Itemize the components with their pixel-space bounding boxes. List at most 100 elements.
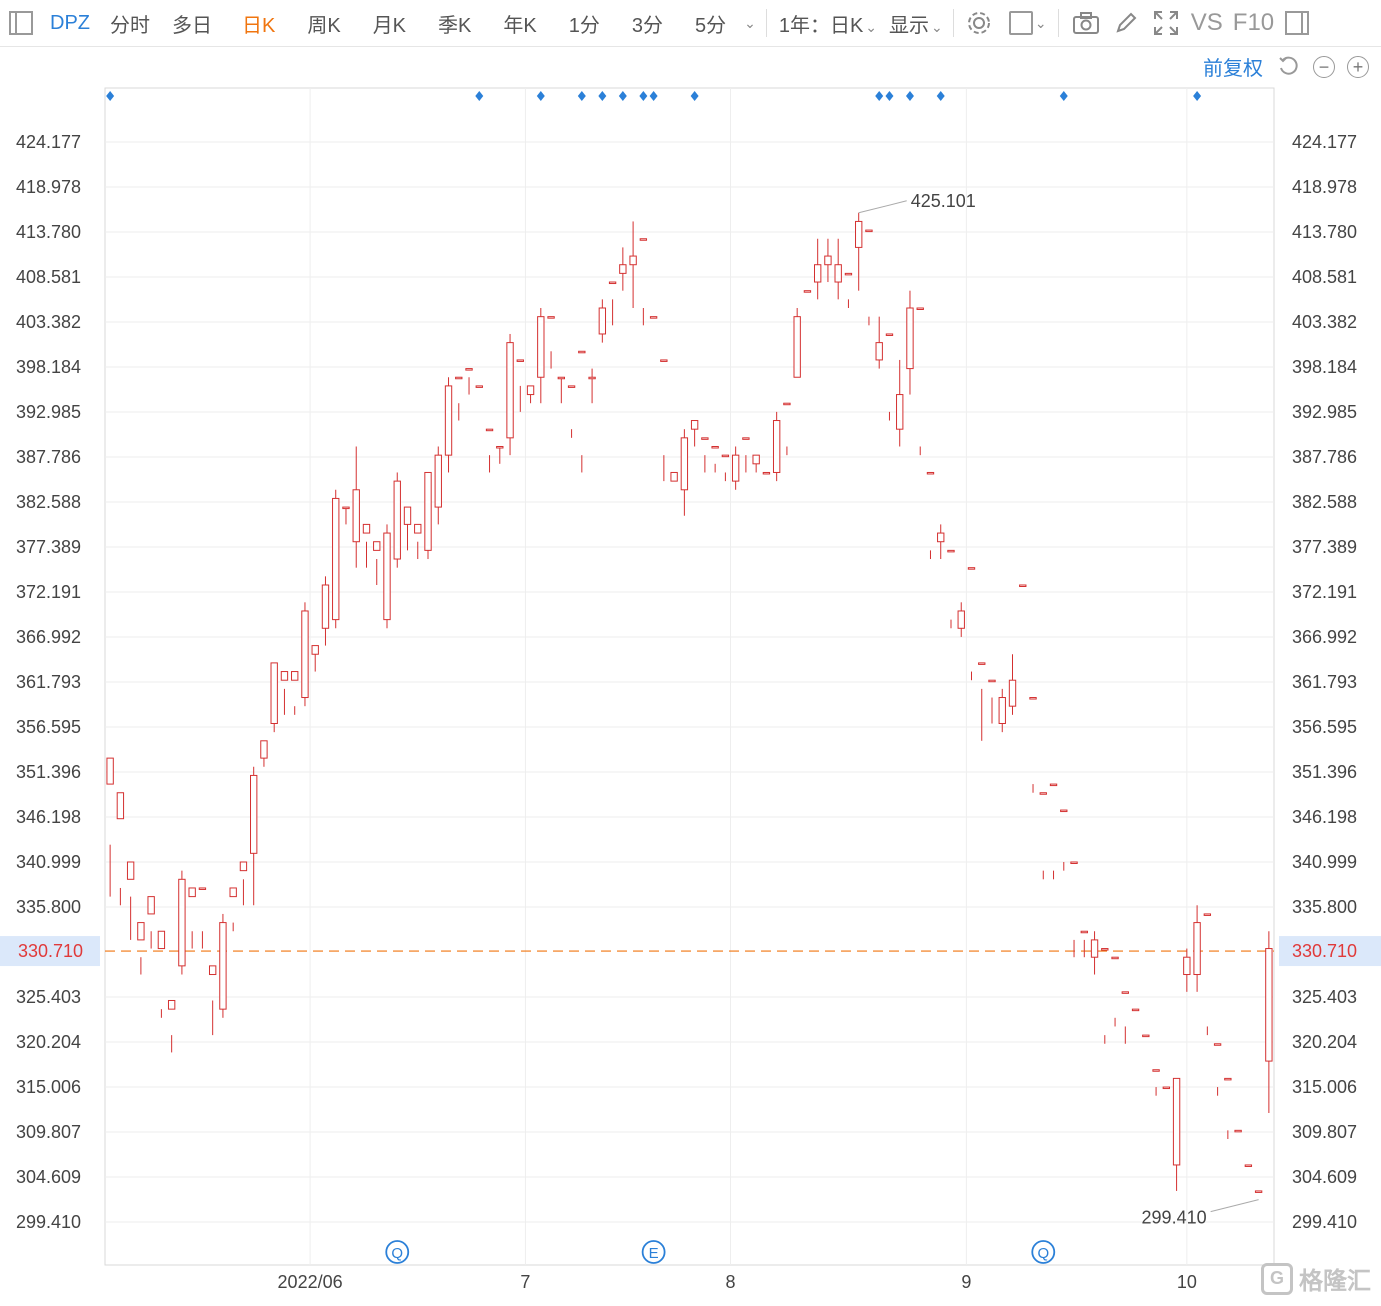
period-tab-monthly[interactable]: 月K — [372, 14, 407, 37]
symbol-label[interactable]: DPZ — [50, 11, 90, 34]
y-tick-label: 346.198 — [1292, 807, 1357, 827]
candle-body — [711, 445, 719, 449]
candle-body — [1152, 1069, 1160, 1072]
period-tab-daily[interactable]: 日K — [242, 14, 276, 37]
candle-up — [342, 506, 350, 525]
min-pointer-line — [1210, 1199, 1259, 1213]
y-tick-label: 372.191 — [1292, 582, 1357, 602]
candle-up — [1152, 1069, 1160, 1096]
period-tab-5min[interactable]: 5分 — [694, 14, 727, 37]
event-marker-e[interactable]: E — [641, 1240, 666, 1264]
candle-body — [137, 922, 145, 941]
event-marker-label: Q — [391, 1245, 403, 1262]
candle-up — [188, 887, 196, 949]
settings-gear-icon[interactable] — [962, 6, 996, 40]
range-select[interactable]: 1年：日K ⌄ — [779, 9, 877, 38]
candle-up — [157, 930, 166, 1018]
period-tab-multiday[interactable]: 多日 — [172, 14, 212, 37]
y-tick-label: 382.588 — [1292, 492, 1357, 512]
candle-body — [383, 532, 391, 621]
dividend-dots — [106, 91, 1202, 101]
candle-body — [649, 316, 658, 319]
candle-body — [311, 645, 319, 655]
zoom-out-icon[interactable]: − — [1313, 55, 1335, 78]
candle-up — [1172, 1077, 1181, 1191]
candle-body — [772, 420, 781, 473]
candle-up — [629, 221, 637, 308]
candle-up — [1131, 1008, 1140, 1012]
candle-up — [434, 446, 442, 525]
y-tick-label: 325.403 — [16, 987, 81, 1007]
candle-up — [608, 281, 617, 326]
zoom-in-icon[interactable]: + — [1347, 55, 1369, 78]
event-marker-q[interactable]: Q — [1031, 1240, 1056, 1264]
current-price-tag-left — [0, 936, 100, 967]
display-select[interactable]: 显示 ⌄ — [889, 9, 943, 38]
period-tab-quarterly[interactable]: 季K — [438, 14, 472, 37]
period-tab-1min[interactable]: 1分 — [568, 14, 600, 37]
camera-icon[interactable] — [1069, 6, 1103, 40]
chevron-down-icon: ⌄ — [931, 18, 943, 35]
candle-up — [1029, 697, 1037, 793]
reset-undo-icon[interactable] — [1275, 54, 1301, 80]
period-tab-intraday[interactable]: 分时 — [110, 14, 150, 37]
f10-button[interactable]: F10 — [1232, 9, 1275, 36]
candle-up — [1111, 956, 1119, 1027]
candle-up — [465, 368, 473, 395]
chart-style-icon[interactable]: ⌄ — [1004, 6, 1052, 40]
candle-body — [762, 471, 771, 475]
candle-body — [814, 264, 822, 283]
candle-body — [619, 264, 627, 274]
candle-body — [1080, 930, 1088, 934]
candle-body — [660, 359, 668, 362]
pencil-draw-icon[interactable] — [1109, 6, 1143, 40]
candle-body — [352, 489, 360, 543]
y-tick-label: 418.978 — [1292, 177, 1357, 197]
y-tick-label: 387.786 — [16, 447, 81, 467]
candle-body — [1224, 1077, 1232, 1081]
candle-up — [875, 316, 883, 369]
period-tab-yearly[interactable]: 年K — [503, 14, 537, 37]
y-tick-label: 346.198 — [16, 807, 81, 827]
more-periods-chevron-down-icon[interactable]: ⌄ — [744, 14, 756, 31]
candle-body — [1111, 956, 1119, 960]
candle-body — [978, 662, 986, 665]
candle-body — [916, 307, 924, 310]
period-tab-3min[interactable]: 3分 — [631, 14, 663, 37]
price-adjust-button[interactable]: 前复权 — [1203, 58, 1263, 80]
candle-body — [1162, 1086, 1171, 1090]
y-tick-label: 398.184 — [16, 357, 81, 377]
compare-vs-button[interactable]: VS — [1190, 9, 1223, 36]
candle-up — [731, 446, 740, 490]
y-tick-label: 392.985 — [16, 402, 81, 422]
panel-toggle-icon[interactable] — [1280, 6, 1314, 40]
candle-up — [147, 896, 155, 949]
candles — [106, 212, 1273, 1193]
fullscreen-icon[interactable] — [1149, 6, 1183, 40]
current-price-label: 330.710 — [18, 941, 83, 961]
candle-up — [844, 272, 853, 308]
candle-up — [865, 229, 873, 326]
y-tick-label: 408.581 — [1292, 267, 1357, 287]
candle-up — [814, 238, 822, 300]
y-tick-label: 320.204 — [1292, 1032, 1357, 1052]
candle-up — [250, 766, 258, 906]
event-marker-q[interactable]: Q — [385, 1240, 410, 1264]
candle-up — [373, 541, 381, 585]
candle-up — [362, 523, 371, 568]
candle-body — [752, 454, 760, 465]
candle-up — [926, 471, 935, 560]
sidebar-toggle-icon[interactable] — [4, 6, 38, 40]
period-tab-weekly[interactable]: 周K — [307, 14, 341, 37]
candle-up — [239, 861, 248, 906]
candle-body — [373, 541, 381, 551]
plot-frame — [104, 87, 1275, 1266]
y-tick-label: 325.403 — [1292, 987, 1357, 1007]
y-tick-label: 309.807 — [16, 1122, 81, 1142]
candle-body — [967, 567, 976, 570]
candle-body — [116, 792, 125, 820]
candle-body — [250, 774, 258, 854]
candle-body — [178, 878, 186, 967]
candle-up — [383, 524, 391, 629]
